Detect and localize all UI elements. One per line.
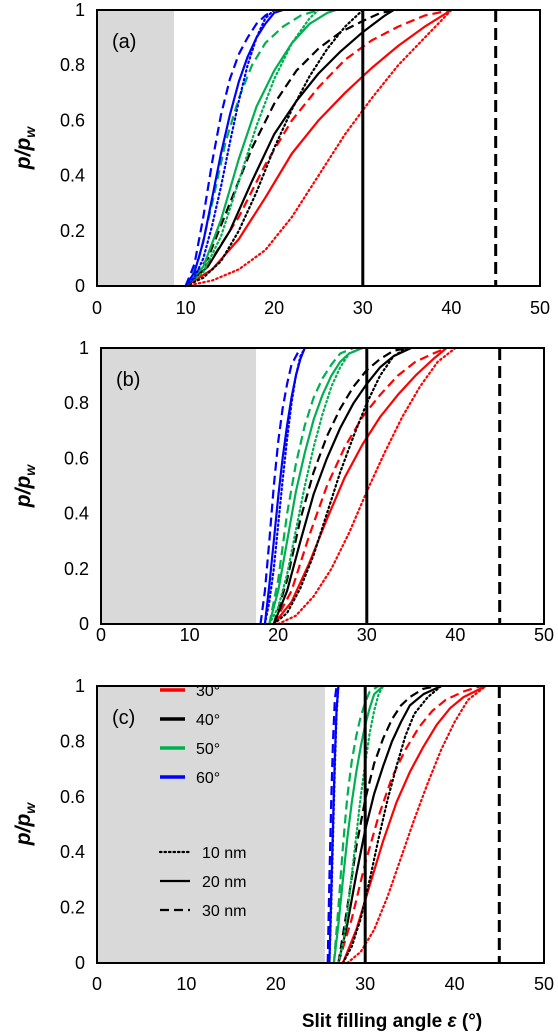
- series-40deg-10nm: [341, 684, 443, 965]
- x-tick-label: 0: [96, 625, 106, 645]
- plot-frame: [100, 347, 545, 625]
- x-tick-label: 40: [445, 974, 465, 994]
- series-40deg-20nm: [337, 685, 442, 964]
- series-40deg-30nm: [272, 346, 407, 625]
- panel-b: 00.20.40.60.810 10 20 30 40 50(b)p/pw: [12, 338, 554, 645]
- x-tick-label: 40: [445, 625, 465, 645]
- y-axis-label: p/pw: [12, 802, 38, 847]
- y-tick-label: 0.4: [60, 842, 85, 862]
- shaded-region: [97, 686, 325, 963]
- y-tick-label: 1: [75, 676, 85, 696]
- y-tick-label: 0: [75, 276, 85, 296]
- series-30deg-30nm: [272, 346, 447, 625]
- series-30deg-10nm: [346, 684, 487, 965]
- series-50deg-10nm: [184, 8, 320, 288]
- x-tick-label: 30: [355, 974, 375, 994]
- series-50deg-20nm: [268, 346, 363, 625]
- y-axis-label: p/pw: [12, 464, 38, 509]
- x-tick-label: 10: [176, 298, 196, 318]
- series-40deg-20nm: [272, 347, 412, 625]
- legend-label: 30 nm: [202, 903, 246, 920]
- panel-c: 00.20.40.60.810 10 20 30 40 50(c)p/pw30°40°50…: [12, 676, 554, 994]
- panel-label: (c): [112, 707, 135, 729]
- y-tick-label: 0: [79, 614, 89, 634]
- series-30deg-30nm: [337, 684, 482, 964]
- series-60deg-20nm: [263, 347, 306, 625]
- series-40deg-10nm: [272, 346, 408, 626]
- shaded-region: [97, 10, 175, 286]
- series-50deg-20nm: [332, 685, 384, 964]
- series-30deg-10nm: [184, 8, 453, 288]
- plot-frame: [96, 9, 541, 287]
- legend-label: 50°: [196, 741, 220, 758]
- panel-a: 00.20.40.60.810 10 20 30 40 50(a)p/pw: [12, 0, 550, 318]
- plot-frame: [96, 685, 545, 964]
- legend: 30° 40° 50° 60° 10 nm 20 nm 30 nm: [158, 683, 246, 920]
- x-tick-label: 50: [534, 625, 554, 645]
- x-tick-label: 0: [92, 974, 102, 994]
- x-tick-label: 30: [353, 298, 373, 318]
- legend-label: 10 nm: [202, 845, 246, 862]
- x-tick-label: 10: [180, 625, 200, 645]
- y-tick-label: 0.8: [64, 393, 89, 413]
- series-50deg-10nm: [268, 346, 364, 626]
- series-30deg-20nm: [272, 347, 448, 625]
- panel-label: (b): [116, 369, 140, 391]
- x-tick-label: 0: [92, 298, 102, 318]
- y-tick-label: 0.2: [60, 898, 85, 918]
- y-tick-label: 0.6: [64, 448, 89, 468]
- y-tick-label: 0.6: [60, 787, 85, 807]
- series-60deg-20nm: [328, 685, 340, 964]
- y-tick-label: 0.8: [60, 731, 85, 751]
- x-axis-label: Slit filling angle ε (°): [302, 1011, 482, 1032]
- y-tick-label: 1: [75, 0, 85, 20]
- y-tick-label: 0: [75, 953, 85, 973]
- panel-label: (a): [112, 31, 136, 53]
- x-tick-label: 40: [441, 298, 461, 318]
- x-tick-label: 30: [357, 625, 377, 645]
- x-tick-label: 10: [176, 974, 196, 994]
- series-30deg-30nm: [184, 8, 452, 287]
- y-tick-label: 0.6: [60, 110, 85, 130]
- series-50deg-10nm: [337, 684, 385, 965]
- panels: 00.20.40.60.810 10 20 30 40 50(a)p/pw00.20.40…: [12, 0, 554, 994]
- x-tick-label: 20: [268, 625, 288, 645]
- y-tick-label: 0.8: [60, 55, 85, 75]
- y-tick-label: 0.2: [60, 221, 85, 241]
- y-tick-label: 0.4: [60, 166, 85, 186]
- series-60deg-30nm: [184, 9, 275, 287]
- y-tick-label: 0.2: [64, 559, 89, 579]
- series-40deg-20nm: [184, 9, 395, 287]
- x-tick-label: 50: [534, 974, 554, 994]
- y-tick-label: 0.4: [64, 504, 89, 524]
- y-tick-label: 1: [79, 338, 89, 358]
- legend-label: 60°: [196, 770, 220, 787]
- series-40deg-10nm: [184, 8, 364, 288]
- y-axis-label: p/pw: [12, 126, 38, 171]
- series-50deg-20nm: [184, 8, 337, 287]
- x-tick-label: 20: [264, 298, 284, 318]
- series-40deg-30nm: [337, 684, 437, 964]
- series-50deg-30nm: [268, 346, 354, 625]
- legend-label: 40°: [196, 712, 220, 729]
- shaded-region: [101, 348, 257, 624]
- series-60deg-30nm: [259, 347, 302, 625]
- legend-label: 30°: [196, 683, 220, 700]
- legend-label: 20 nm: [202, 874, 246, 891]
- series-50deg-30nm: [332, 685, 380, 964]
- x-tick-label: 50: [530, 298, 550, 318]
- series-60deg-20nm: [184, 8, 284, 287]
- x-tick-label: 20: [266, 974, 286, 994]
- series-30deg-20nm: [185, 9, 452, 287]
- series-40deg-30nm: [184, 8, 399, 287]
